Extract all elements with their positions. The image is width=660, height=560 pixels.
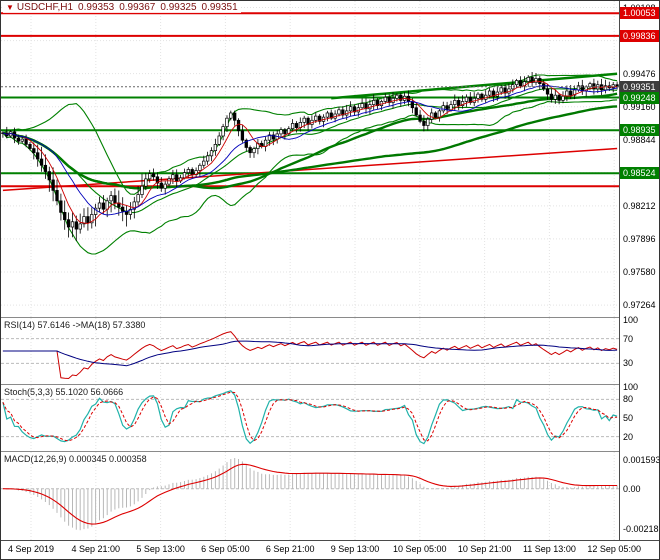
stochastic-canvas[interactable] [1, 385, 619, 451]
symbol-period-label: USDCHF,H1 [16, 2, 74, 13]
stochastic-axis-label: 20 [623, 431, 634, 442]
symbol-marker-icon: ▼ [6, 3, 14, 12]
price-axis-label: 0.97264 [623, 300, 656, 311]
rsi-axis-label: 70 [623, 333, 634, 344]
time-axis-label: 4 Sep 21:00 [71, 544, 121, 554]
price-badge: 0.99248 [620, 91, 659, 104]
price-axis-label: 0.98212 [623, 200, 656, 211]
price-badge: 0.98935 [620, 124, 659, 137]
price-badge: 1.00053 [620, 7, 659, 20]
macd-axis-label: -0.002183 [623, 523, 660, 534]
time-axis-label: 9 Sep 13:00 [330, 544, 380, 554]
price-axis-label: 0.99160 [623, 101, 656, 112]
macd-label: MACD(12,26,9) 0.000345 0.000358 [4, 454, 147, 464]
price-chart-plot[interactable]: ▼ USDCHF,H1 0.99353 0.99367 0.99325 0.99351 [1, 1, 619, 317]
stochastic-axis-label: 80 [623, 394, 634, 405]
time-axis-label: 4 Sep 2019 [7, 544, 55, 554]
chart-title: ▼ USDCHF,H1 0.99353 0.99367 0.99325 0.99351 [3, 2, 241, 13]
price-badge: 0.98524 [620, 167, 659, 180]
price-axis-label: 0.98844 [623, 134, 656, 145]
high-value: 0.99367 [119, 2, 156, 13]
close-value: 0.99351 [201, 2, 238, 13]
price-axis-label: 0.97896 [623, 233, 656, 244]
price-badge: 0.99836 [620, 29, 659, 42]
macd-axis-label: 0.00 [623, 483, 641, 494]
rsi-axis-label: 30 [623, 358, 634, 369]
stochastic-axis-label: 50 [623, 413, 634, 423]
time-axis-label: 5 Sep 13:00 [136, 544, 185, 554]
rsi-axis-label: 100 [623, 315, 639, 325]
time-axis-label: 10 Sep 21:00 [457, 544, 512, 554]
low-value: 0.99325 [160, 2, 197, 13]
candlestick-canvas[interactable] [1, 1, 619, 317]
rsi-label: RSI(14) 57.6146 ->MA(18) 57.3380 [4, 320, 146, 330]
stochastic-panel[interactable]: Stoch(5,3,3) 55.1020 56.0666 [1, 384, 619, 451]
price-axis[interactable]: 1.001080.994760.991600.988440.982120.978… [619, 1, 660, 540]
time-axis-label: 12 Sep 05:00 [587, 544, 641, 554]
time-axis-label: 10 Sep 05:00 [393, 544, 447, 554]
stochastic-label: Stoch(5,3,3) 55.1020 56.0666 [4, 387, 124, 397]
time-axis-label: 6 Sep 21:00 [265, 544, 315, 554]
stochastic-axis-label: 100 [623, 382, 639, 392]
open-value: 0.99353 [78, 2, 115, 13]
time-axis-label: 11 Sep 13:00 [522, 544, 576, 554]
macd-panel[interactable]: MACD(12,26,9) 0.000345 0.000358 [1, 451, 619, 540]
rsi-canvas[interactable] [1, 318, 619, 384]
macd-axis-label: 0.001593 [623, 454, 660, 465]
price-axis-label: 0.99476 [623, 68, 656, 79]
price-badge: 0.99351 [620, 80, 659, 93]
macd-canvas[interactable] [1, 452, 619, 540]
price-axis-label: 0.97580 [623, 267, 656, 277]
rsi-panel[interactable]: RSI(14) 57.6146 ->MA(18) 57.3380 [1, 317, 619, 384]
time-axis-label: 6 Sep 05:00 [201, 544, 250, 554]
time-axis[interactable]: 4 Sep 2019 4 Sep 21:00 5 Sep 13:00 6 Sep 05… [1, 540, 659, 559]
